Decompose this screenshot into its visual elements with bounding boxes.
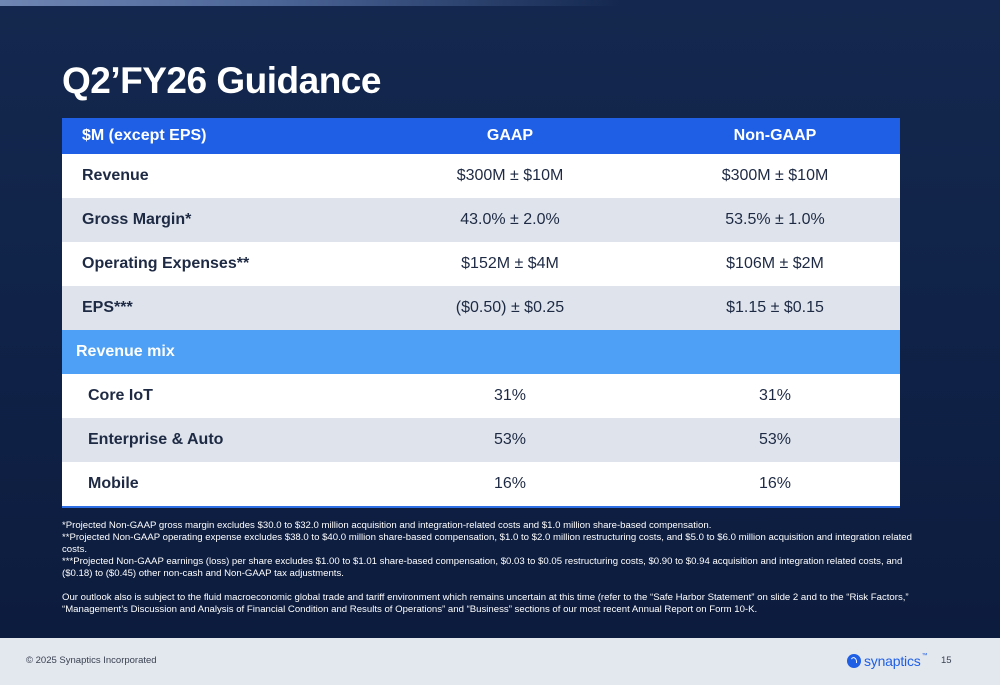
gaap-value: $152M ± $4M xyxy=(370,242,650,286)
slide-title: Q2’FY26 Guidance xyxy=(62,60,381,101)
table-row-operating-expenses: Operating Expenses** $152M ± $4M $106M ±… xyxy=(62,242,900,286)
top-accent-bar xyxy=(0,0,620,6)
page-number: 15 xyxy=(941,655,952,666)
gaap-value: 53% xyxy=(370,418,650,462)
logo-wordmark: synaptics xyxy=(864,653,921,669)
gaap-value: 43.0% ± 2.0% xyxy=(370,198,650,242)
row-label: Gross Margin* xyxy=(62,198,370,242)
footnotes: *Projected Non-GAAP gross margin exclude… xyxy=(62,520,912,616)
table-header-row: $M (except EPS) GAAP Non-GAAP xyxy=(62,118,900,154)
guidance-table-container: $M (except EPS) GAAP Non-GAAP Revenue $3… xyxy=(62,118,900,508)
gaap-value: 31% xyxy=(370,374,650,418)
table-row-core-iot: Core IoT 31% 31% xyxy=(62,374,900,418)
revenue-mix-label: Revenue mix xyxy=(62,330,370,374)
revenue-mix-empty-cell xyxy=(370,330,650,374)
gaap-value: 16% xyxy=(370,462,650,508)
outlook-disclaimer: Our outlook also is subject to the fluid… xyxy=(62,592,909,615)
row-label: Enterprise & Auto xyxy=(62,418,370,462)
table-row-gross-margin: Gross Margin* 43.0% ± 2.0% 53.5% ± 1.0% xyxy=(62,198,900,242)
table-row-mobile: Mobile 16% 16% xyxy=(62,462,900,508)
non-gaap-value: $1.15 ± $0.15 xyxy=(650,286,900,330)
row-label: Operating Expenses** xyxy=(62,242,370,286)
footnote-operating-expense: **Projected Non-GAAP operating expense e… xyxy=(62,532,912,555)
row-label: Revenue xyxy=(62,154,370,198)
copyright-text: © 2025 Synaptics Incorporated xyxy=(26,655,157,666)
slide-footer: © 2025 Synaptics Incorporated synaptics … xyxy=(0,638,1000,685)
row-label: EPS*** xyxy=(62,286,370,330)
non-gaap-value: 53% xyxy=(650,418,900,462)
non-gaap-value: 16% xyxy=(650,462,900,508)
synaptics-logo-mark-icon xyxy=(847,654,861,668)
non-gaap-value: $106M ± $2M xyxy=(650,242,900,286)
header-non-gaap: Non-GAAP xyxy=(650,118,900,154)
trademark-symbol: ™ xyxy=(921,653,928,659)
guidance-table: $M (except EPS) GAAP Non-GAAP Revenue $3… xyxy=(62,118,900,508)
table-row-revenue: Revenue $300M ± $10M $300M ± $10M xyxy=(62,154,900,198)
footnote-eps: ***Projected Non-GAAP earnings (loss) pe… xyxy=(62,556,903,579)
footnote-gross-margin: *Projected Non-GAAP gross margin exclude… xyxy=(62,520,712,531)
table-row-eps: EPS*** ($0.50) ± $0.25 $1.15 ± $0.15 xyxy=(62,286,900,330)
non-gaap-value: $300M ± $10M xyxy=(650,154,900,198)
gaap-value: ($0.50) ± $0.25 xyxy=(370,286,650,330)
non-gaap-value: 31% xyxy=(650,374,900,418)
non-gaap-value: 53.5% ± 1.0% xyxy=(650,198,900,242)
row-label: Core IoT xyxy=(62,374,370,418)
revenue-mix-empty-cell xyxy=(650,330,900,374)
header-gaap: GAAP xyxy=(370,118,650,154)
header-metric: $M (except EPS) xyxy=(62,118,370,154)
synaptics-logo: synaptics ™ xyxy=(847,653,928,669)
revenue-mix-section-header: Revenue mix xyxy=(62,330,900,374)
gaap-value: $300M ± $10M xyxy=(370,154,650,198)
table-row-enterprise-auto: Enterprise & Auto 53% 53% xyxy=(62,418,900,462)
row-label: Mobile xyxy=(62,462,370,508)
